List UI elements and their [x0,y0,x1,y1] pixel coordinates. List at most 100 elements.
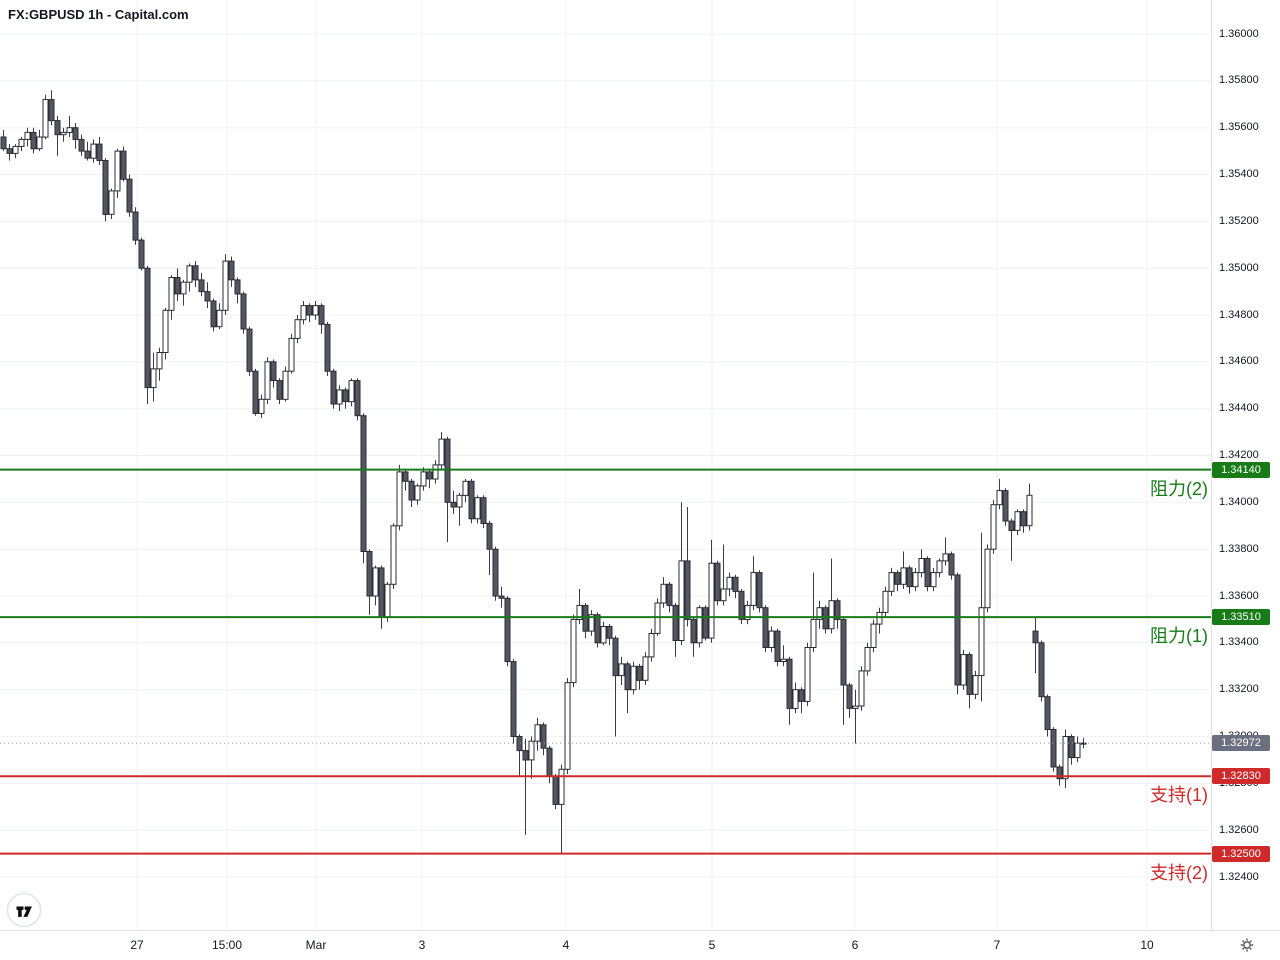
candle-body-up [282,370,289,400]
candle-body-down [762,607,769,649]
candle-body-up [42,99,49,138]
candle-body-up [918,558,925,574]
level-annotation-resistance-2[interactable]: 阻力(2) [1150,479,1208,499]
candle-body-down [240,293,247,330]
level-annotation-support-2[interactable]: 支持(2) [1150,863,1208,883]
candle-body-up [654,602,661,634]
tv-monogram [16,906,32,917]
candle-body-up [912,572,919,588]
candle-body-down [702,607,709,639]
price-tick-label: 1.36000 [1219,28,1259,40]
tradingview-logo[interactable] [6,892,42,933]
candle-body-up [984,548,991,609]
candle-body-down [192,265,199,281]
current-price-label: 1.32972 [1212,735,1270,751]
candle-body-down [72,127,79,140]
candle-body-down [318,305,325,325]
candlestick-chart[interactable] [0,0,1211,930]
candle-body-up [888,572,895,592]
candle-body-down [504,597,511,662]
candle-body-down [906,567,913,588]
candle-body-down [354,380,361,417]
candle-body-up [300,305,307,321]
candle-body-up [618,663,625,677]
level-price-label-resistance-1: 1.33510 [1212,609,1270,625]
price-tick-label: 1.35600 [1219,121,1259,133]
candle-body-down [846,684,853,709]
candle-body-down [480,497,487,525]
price-tick-label: 1.35400 [1219,168,1259,180]
candle-body-down [666,583,673,606]
candle-body-down [954,574,961,686]
candle-body-down [756,572,763,609]
candle-body-up [864,647,871,672]
candle-body-up [882,590,889,613]
price-tick-label: 1.34400 [1219,402,1259,414]
candle-body-up [876,611,883,625]
candle-body-up [396,471,403,527]
candle-body-up [162,309,169,353]
candle-body-down [342,389,349,403]
settings-gear-icon[interactable] [1238,937,1256,958]
candle-body-down [840,618,847,686]
candle-body-down [138,239,145,269]
candle-body-down [492,548,499,597]
candle-body-down [822,607,829,630]
price-tick-label: 1.32600 [1219,824,1259,836]
price-tick-label: 1.34800 [1219,309,1259,321]
candle-body-up [156,352,163,370]
candle-body-up [1074,742,1081,759]
time-tick-label: 6 [851,938,859,952]
candle-body-up [336,389,343,405]
candle-body-down [120,150,127,180]
candle-body-down [594,614,601,644]
price-tick-label: 1.35800 [1219,74,1259,86]
candle-body-down [306,305,313,316]
candle-body-down [612,637,619,677]
candle-body-up [180,281,187,295]
candle-body-up [414,485,421,501]
level-annotation-support-1[interactable]: 支持(1) [1150,785,1208,805]
candle-body-down [510,661,517,737]
price-tick-label: 1.33400 [1219,636,1259,648]
price-tick-label: 1.34600 [1219,355,1259,367]
candle-body-down [1050,729,1057,768]
price-tick-label: 1.35000 [1219,262,1259,274]
candle-body-down [684,560,691,620]
price-tick-label: 1.34000 [1219,496,1259,508]
level-price-label-support-1: 1.32830 [1212,768,1270,784]
candle-body-up [1014,511,1021,531]
candle-body-down [798,689,805,702]
candle-body-down [1068,736,1075,759]
candle-body-down [198,279,205,293]
candle-body-down [468,480,475,520]
candle-body-up [696,607,703,644]
candle-body-down [1020,511,1027,527]
candle-body-down [546,747,553,777]
candle-body-down [552,775,559,805]
candle-body-up [264,361,271,400]
candle-body-down [48,99,55,122]
candle-body-down [1056,766,1063,780]
price-axis-separator [1211,0,1212,930]
candle-body-up [528,740,535,761]
level-annotation-resistance-1[interactable]: 阻力(1) [1150,626,1208,646]
candle-body-down [714,562,721,602]
candle-body-up [108,190,115,215]
price-tick-label: 1.33600 [1219,590,1259,602]
candle-body-down [540,724,547,749]
candle-body-down [948,553,955,576]
candle-body-up [60,131,67,136]
candle-body-down [636,665,643,681]
candle-body-up [348,380,355,403]
candle-body-down [144,267,151,389]
candle-body-up [390,525,397,585]
candle-body-down [498,595,505,599]
candle-body-down [786,658,793,709]
candle-body-up [804,647,811,702]
candle-body-up [534,724,541,742]
candle-body-up [1062,736,1069,780]
candle-body-down [54,120,61,136]
candle-body-up [768,630,775,648]
